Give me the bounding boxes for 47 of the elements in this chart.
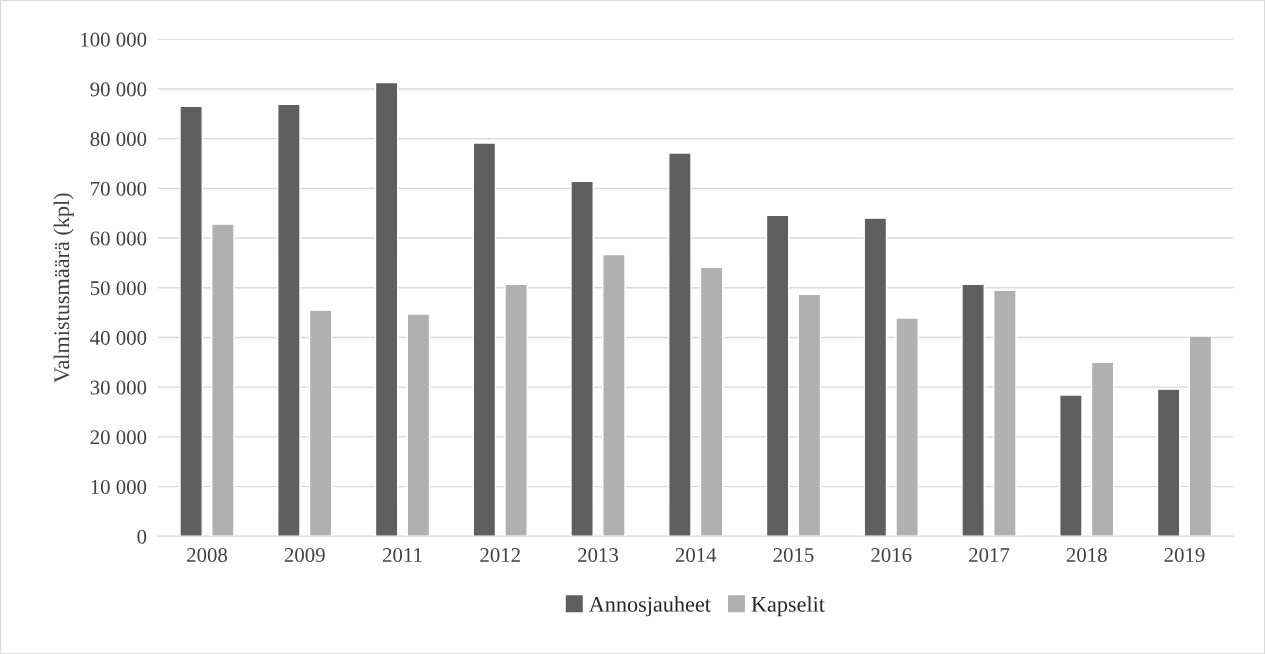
- bar: [1156, 388, 1181, 537]
- x-tick-label: 2008: [187, 547, 228, 563]
- x-tick-label: 2015: [773, 547, 814, 563]
- bar: [602, 253, 626, 537]
- y-tick-label: 40 000: [90, 330, 147, 345]
- y-tick-label: 80 000: [90, 132, 147, 147]
- bar: [406, 313, 431, 537]
- bar: [1188, 335, 1213, 537]
- bar: [668, 152, 692, 537]
- bar: [308, 309, 333, 537]
- x-tick-label: 2016: [871, 547, 912, 563]
- y-tick-label: 0: [137, 529, 147, 544]
- bar: [699, 266, 724, 537]
- x-tick-label: 2014: [675, 547, 717, 563]
- y-tick-label: 90 000: [90, 82, 147, 97]
- y-tick-label: 50 000: [90, 281, 147, 296]
- bar: [797, 293, 822, 537]
- x-tick-label: 2017: [969, 547, 1010, 563]
- x-tick-label: 2019: [1164, 547, 1205, 563]
- bar: [863, 217, 888, 537]
- bar: [374, 81, 399, 537]
- bar: [570, 180, 594, 537]
- bar: [895, 317, 919, 537]
- bar: [993, 289, 1017, 537]
- y-axis-title: Valmistusmäärä (kpl): [53, 193, 74, 383]
- y-tick-label: 100 000: [81, 32, 147, 47]
- y-tick-label: 60 000: [90, 231, 147, 246]
- y-tick-label: 70 000: [91, 181, 147, 196]
- legend-label: Kapselit: [751, 596, 825, 617]
- bar: [179, 105, 203, 537]
- legend-label: Annosjauheet: [588, 596, 711, 617]
- y-tick-label: 20 000: [90, 430, 147, 445]
- bar: [1090, 361, 1115, 537]
- y-tick-label: 30 000: [90, 380, 147, 395]
- bar: [1059, 394, 1083, 537]
- x-tick-label: 2013: [578, 547, 619, 563]
- bar: [277, 103, 301, 537]
- bar: [211, 223, 235, 537]
- bar: [961, 283, 985, 537]
- bar: [472, 142, 497, 537]
- x-tick-label: 2018: [1066, 547, 1107, 563]
- bar: [765, 214, 790, 537]
- x-tick-label: 2011: [382, 547, 422, 563]
- y-tick-label: 10 000: [91, 479, 147, 495]
- x-tick-label: 2012: [480, 547, 520, 563]
- x-tick-label: 2009: [284, 547, 325, 563]
- bar: [504, 283, 528, 537]
